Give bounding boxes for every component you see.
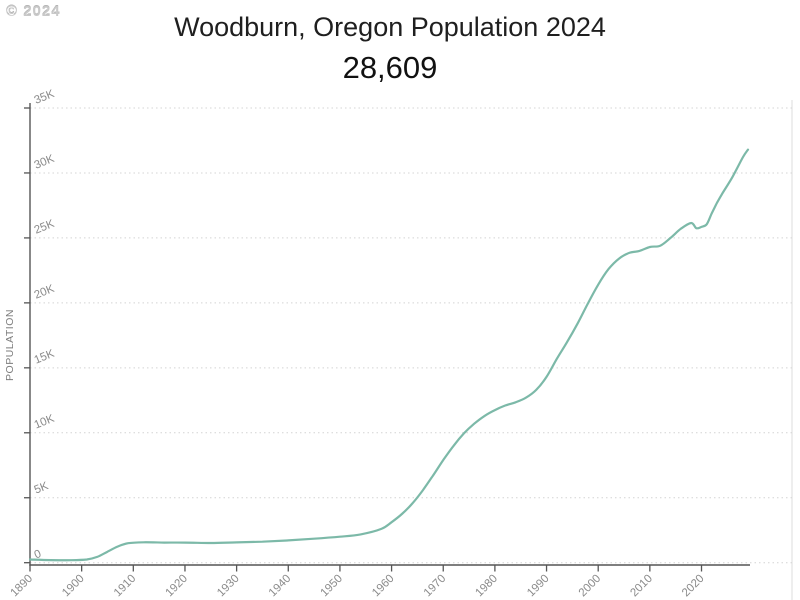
x-tick-label: 1950 <box>318 573 345 600</box>
chart-title: Woodburn, Oregon Population 2024 <box>174 12 606 42</box>
x-tick-label: 2010 <box>628 573 655 600</box>
y-tick-label: 35K <box>33 88 57 107</box>
y-tick-label: 25K <box>33 218 57 237</box>
y-tick-label: 10K <box>33 413 57 432</box>
population-value: 28,609 <box>342 50 438 85</box>
y-tick-label: 0 <box>33 548 43 562</box>
copyright-watermark: © 2024 <box>6 3 61 20</box>
y-tick-label: 30K <box>33 153 57 172</box>
y-axis-title: POPULATION <box>4 309 16 381</box>
x-tick-label: 1900 <box>60 573 87 600</box>
x-tick-label: 1970 <box>422 573 449 600</box>
x-tick-label: 1920 <box>164 573 191 600</box>
x-tick-label: 1930 <box>215 573 242 600</box>
x-tick-label: 1990 <box>525 573 552 600</box>
x-tick-label: 1890 <box>9 573 36 600</box>
y-tick-label: 5K <box>33 480 51 497</box>
x-tick-label: 1940 <box>267 573 294 600</box>
x-tick-label: 2000 <box>577 573 604 600</box>
x-tick-label: 2020 <box>680 573 707 600</box>
y-tick-label: 15K <box>33 348 57 367</box>
y-tick-label: 20K <box>33 283 57 302</box>
x-tick-label: 1910 <box>112 573 139 600</box>
x-tick-label: 1960 <box>370 573 397 600</box>
x-tick-label: 1980 <box>473 573 500 600</box>
population-series-line <box>28 148 750 562</box>
